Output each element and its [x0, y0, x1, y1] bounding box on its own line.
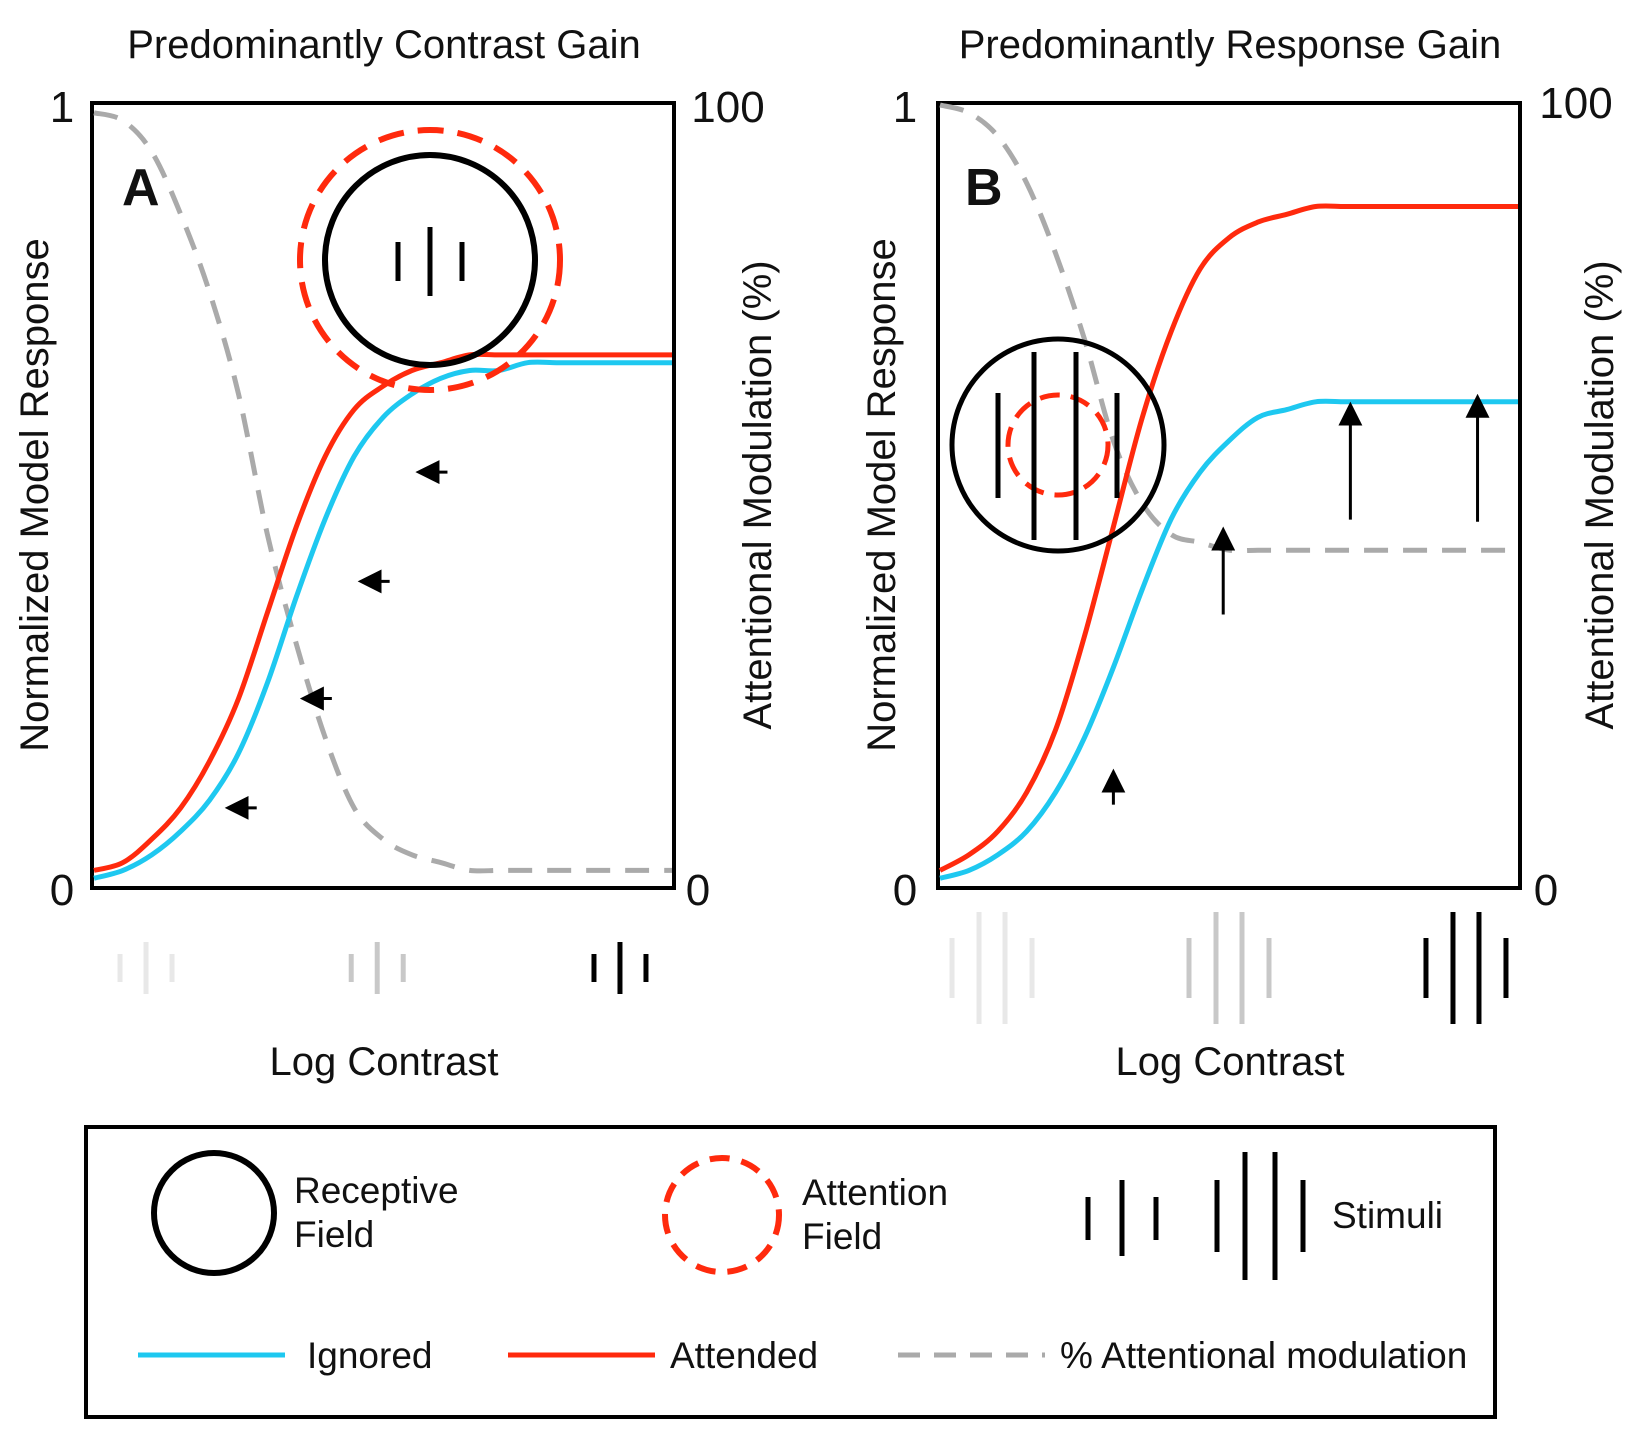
panel-a-y-tick-top: 1	[50, 83, 74, 132]
panel-b-y2-tick-bottom: 0	[1534, 866, 1558, 915]
panel-b-y2-tick-top: 100	[1539, 79, 1612, 128]
panel-a-modulation-line	[93, 110, 672, 874]
attention-field-icon	[1005, 392, 1111, 498]
legend-ignored: Ignored	[307, 1335, 433, 1376]
attention-field-icon	[297, 127, 563, 393]
panel-a-attended-line	[93, 351, 672, 873]
receptive-field-icon	[949, 336, 1167, 554]
legend-receptive-field-line2: Field	[294, 1214, 374, 1255]
panel-b-x-axis-label: Log Contrast	[1115, 1040, 1344, 1084]
legend-stimuli: Stimuli	[1332, 1195, 1443, 1236]
legend-attention-field-line2: Field	[802, 1216, 882, 1257]
panel-b: Predominantly Response Gain 1 0 100 0 No…	[860, 23, 1622, 1084]
panel-a-y-axis-label: Normalized Model Response	[13, 238, 57, 752]
attention-field-legend-icon	[662, 1155, 782, 1275]
legend-frame	[84, 1125, 1497, 1419]
panel-a-inset	[297, 127, 563, 393]
panel-b-ignored-line	[939, 398, 1518, 881]
panel-b-plot-frame	[936, 101, 1522, 890]
panel-b-stimulus-contrast-sample	[1186, 912, 1272, 1024]
panel-a-ignored-line	[93, 359, 672, 881]
panel-b-series-marks	[938, 102, 1518, 1024]
legend-attended: Attended	[670, 1335, 818, 1376]
legend-attention-field-line1: Attention	[802, 1172, 948, 1213]
panel-a-plot-frame	[90, 101, 676, 890]
panel-a: Predominantly Contrast Gain 1 0 100 0 No…	[13, 23, 780, 1084]
receptive-field-legend-icon	[151, 1150, 277, 1276]
panel-b-stimulus-contrast-sample	[1423, 912, 1509, 1024]
panel-b-y-axis-label: Normalized Model Response	[860, 238, 904, 752]
panel-a-stimulus-contrast-sample	[591, 942, 649, 994]
receptive-field-icon	[322, 152, 538, 368]
panel-b-letter: B	[965, 159, 1003, 217]
panel-b-y2-axis-label: Attentional Modulation (%)	[1578, 260, 1622, 729]
stimuli-legend-icon	[1085, 1152, 1306, 1280]
panel-b-title: Predominantly Response Gain	[959, 23, 1502, 67]
panel-b-inset	[949, 336, 1167, 554]
panel-a-letter: A	[122, 159, 160, 217]
panel-b-y-tick-top: 1	[893, 83, 917, 132]
panel-a-stimulus-contrast-sample	[117, 942, 175, 994]
panel-a-y2-tick-top: 100	[691, 83, 764, 132]
panel-b-stimulus-contrast-sample	[949, 912, 1035, 1024]
panel-a-title: Predominantly Contrast Gain	[127, 23, 641, 67]
panel-a-y2-axis-label: Attentional Modulation (%)	[736, 260, 780, 729]
panel-b-attended-line	[938, 203, 1518, 873]
panel-a-x-axis-label: Log Contrast	[269, 1040, 498, 1084]
panel-a-y2-tick-bottom: 0	[686, 866, 710, 915]
legend-receptive-field-line1: Receptive	[294, 1170, 459, 1211]
panel-a-stimulus-contrast-sample	[348, 942, 406, 994]
legend-modulation: % Attentional modulation	[1060, 1335, 1467, 1376]
legend-box: Receptive Field Attention Field Stimuli …	[84, 1125, 1497, 1419]
panel-b-y-tick-bottom: 0	[893, 866, 917, 915]
panel-a-series-marks	[93, 110, 672, 994]
panel-a-y-tick-bottom: 0	[50, 866, 74, 915]
